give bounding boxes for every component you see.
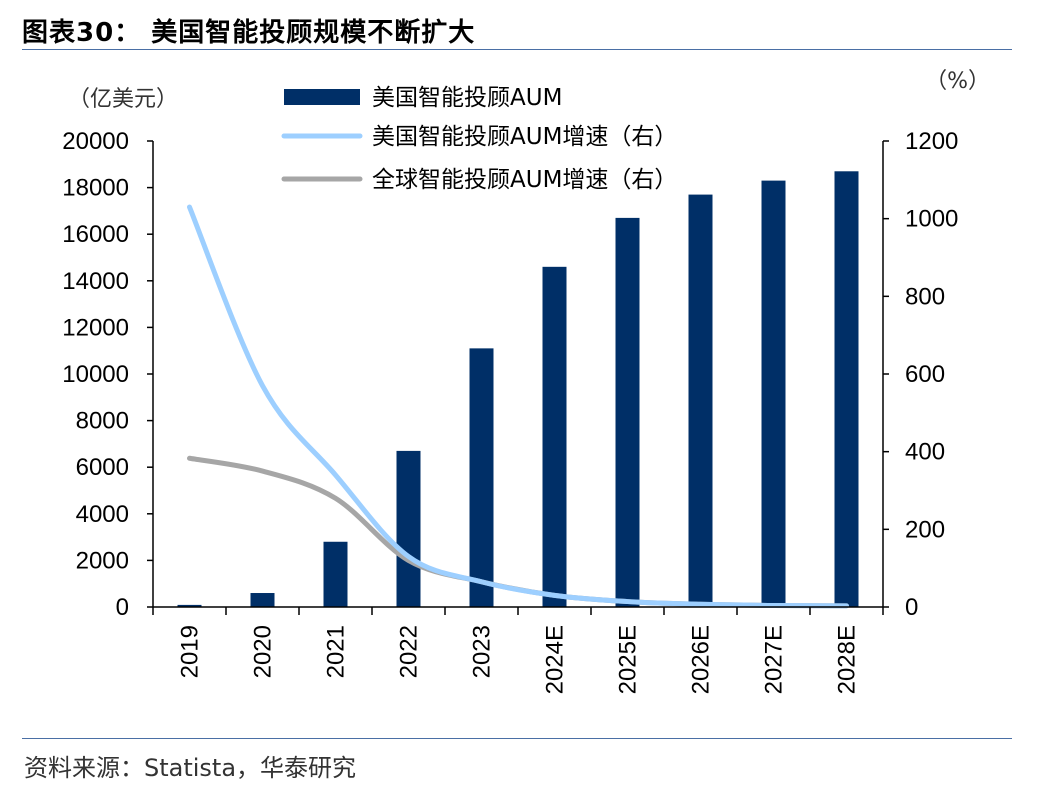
x-tick-label: 2023 [469,625,496,678]
bar [761,180,786,608]
right-tick-label: 0 [905,594,918,621]
x-tick-label: 2025E [615,625,642,694]
legend-label: 美国智能投顾AUM [372,85,562,111]
right-tick-label: 1000 [905,206,958,233]
series-line [187,204,849,609]
right-tick-label: 400 [905,439,945,466]
bar [834,171,859,608]
left-tick-label: 10000 [62,361,129,388]
left-tick-label: 6000 [76,454,129,481]
left-tick-label: 20000 [62,128,129,155]
right-tick-label: 600 [905,361,945,388]
left-tick-label: 2000 [76,547,129,574]
bar [688,194,713,607]
x-tick-label: 2020 [250,625,277,678]
bar [542,266,567,607]
right-tick-label: 800 [905,283,945,310]
line-series [187,204,849,609]
left-tick-label: 8000 [76,408,129,435]
bar [250,593,275,607]
legend-label: 全球智能投顾AUM增速（右） [372,167,677,193]
x-tick-label: 2028E [834,625,861,694]
bar-series [177,171,859,608]
x-tick-label: 2019 [177,625,204,678]
x-tick-label: 2022 [396,625,423,678]
x-tick-label: 2026E [688,625,715,694]
bar [323,541,348,607]
left-tick-label: 4000 [76,501,129,528]
source-note: 资料来源：Statista，华泰研究 [24,754,357,782]
legend-label: 美国智能投顾AUM增速（右） [372,124,677,150]
right-tick-label: 200 [905,516,945,543]
x-tick-label: 2027E [761,625,788,694]
left-tick-label: 14000 [62,268,129,295]
left-tick-label: 12000 [62,314,129,341]
legend: 美国智能投顾AUM 美国智能投顾AUM增速（右） 全球智能投顾AUM增速（右） [281,85,677,193]
right-tick-label: 1200 [905,128,958,155]
bar [177,604,202,607]
bar [396,450,421,607]
title-divider [22,49,1012,50]
x-tick-label: 2021 [323,625,350,678]
left-tick-label: 0 [116,594,129,621]
series-line [187,455,849,609]
left-tick-label: 16000 [62,221,129,248]
left-axis-unit: （亿美元） [68,87,178,112]
chart-title: 图表30： 美国智能投顾规模不断扩大 [22,18,476,48]
right-axis-unit: （%） [925,69,990,94]
left-tick-label: 18000 [62,175,129,202]
legend-swatch [284,89,360,105]
bar [469,348,494,607]
bar [615,217,640,607]
x-tick-label: 2024E [542,625,569,694]
footer-divider [22,738,1012,739]
axes: 0200040006000800010000120001400016000180… [62,128,958,694]
